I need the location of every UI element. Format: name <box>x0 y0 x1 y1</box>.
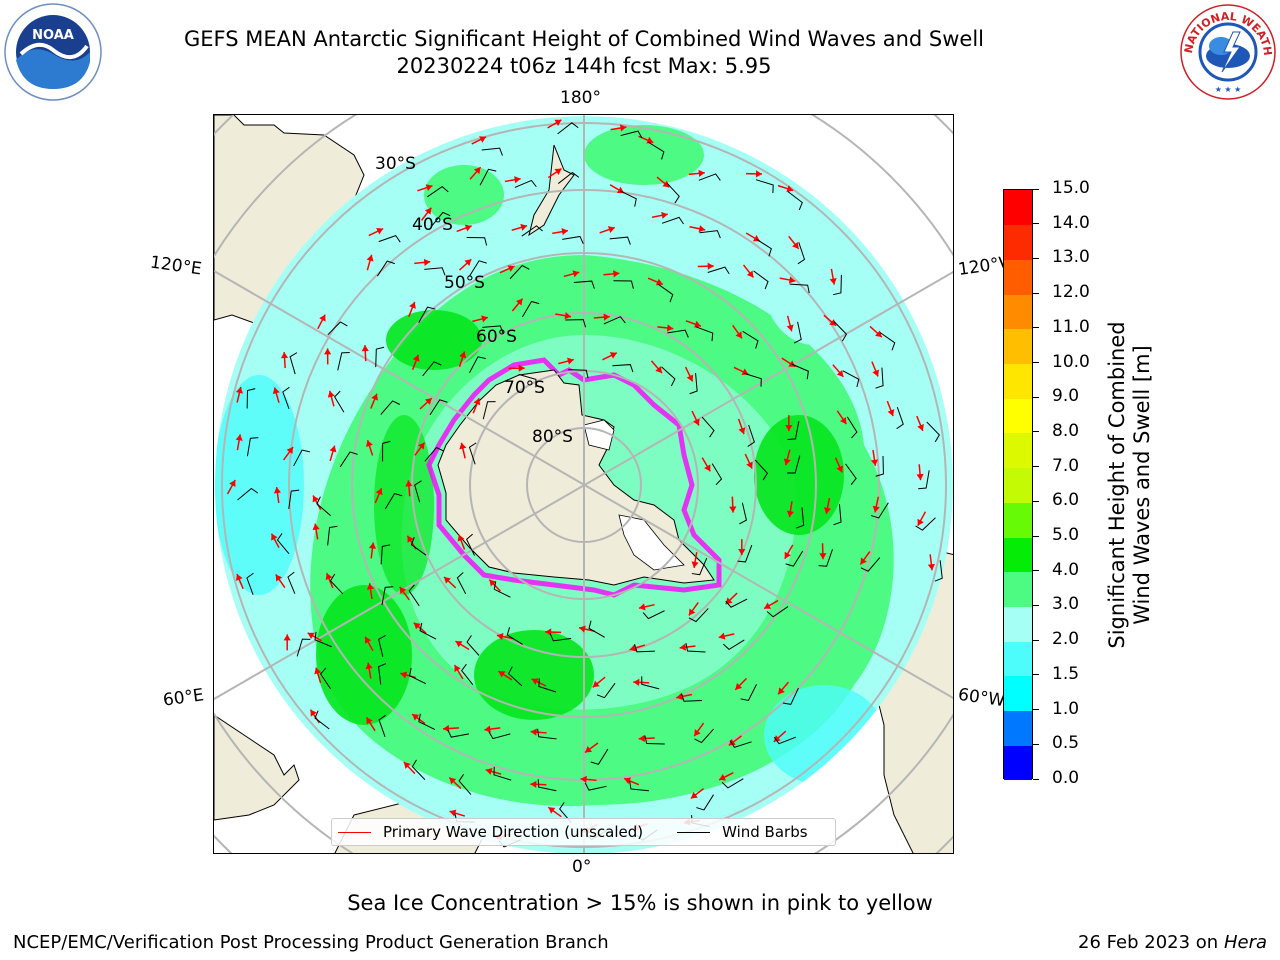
colorbar-tick <box>1033 223 1039 225</box>
lon-label-120e: 120°E <box>148 252 203 280</box>
colorbar-tick-label: 1.5 <box>1052 663 1080 684</box>
colorbar-segment <box>1004 571 1032 607</box>
colorbar-tick-label: 15.0 <box>1052 178 1090 198</box>
colorbar-tick-label: 7.0 <box>1052 455 1080 476</box>
colorbar-tick-label: 12.0 <box>1052 282 1090 303</box>
colorbar-segment <box>1004 675 1032 712</box>
colorbar-tick <box>1033 327 1039 329</box>
colorbar-segment <box>1004 432 1032 469</box>
colorbar-tick <box>1033 535 1039 537</box>
colorbar-segment <box>1004 745 1032 781</box>
lat-label-60s: 60°S <box>476 327 517 347</box>
wind-barbs <box>237 122 943 848</box>
colorbar-segment <box>1004 502 1032 538</box>
sea-ice-note: Sea Ice Concentration > 15% is shown in … <box>347 891 933 915</box>
wave-legend-swatch <box>338 831 371 833</box>
colorbar-tick-label: 1.0 <box>1052 698 1080 719</box>
colorbar-tick-label: 8.0 <box>1052 420 1080 441</box>
svg-text:★ ★ ★: ★ ★ ★ <box>1215 85 1242 94</box>
colorbar-segment <box>1004 710 1032 746</box>
nws-logo: NATIONAL WEATHER SERVICE ★ ★ ★ <box>1178 2 1276 100</box>
colorbar-tick <box>1033 431 1039 433</box>
colorbar-tick <box>1033 639 1039 641</box>
colorbar-segment <box>1004 398 1032 434</box>
lon-label-180: 180° <box>560 88 601 108</box>
colorbar-segment <box>1004 467 1032 503</box>
lat-label-70s: 70°S <box>504 378 545 398</box>
footer-date: 26 Feb 2023 on Hera <box>1078 932 1267 953</box>
colorbar-tick <box>1033 188 1039 190</box>
colorbar-tick-label: 0.0 <box>1052 768 1080 788</box>
noaa-logo: NOAA <box>4 3 102 101</box>
colorbar-tick-label: 13.0 <box>1052 247 1090 268</box>
colorbar-tick <box>1033 500 1039 502</box>
colorbar-tick <box>1033 709 1039 711</box>
colorbar-segment <box>1004 641 1032 677</box>
colorbar-segment <box>1004 259 1032 295</box>
polar-map: 30°S 40°S 50°S 60°S 70°S 80°S <box>213 114 954 854</box>
lon-label-60w: 60°W <box>956 684 1007 712</box>
colorbar <box>1003 189 1033 781</box>
colorbar-tick-label: 5.0 <box>1052 525 1080 546</box>
colorbar-segment <box>1004 537 1032 573</box>
colorbar-tick-label: 10.0 <box>1052 351 1090 372</box>
colorbar-segment <box>1004 363 1032 399</box>
colorbar-tick-label: 11.0 <box>1052 316 1090 337</box>
colorbar-tick-label: 9.0 <box>1052 386 1080 407</box>
graticule <box>214 115 953 853</box>
colorbar-tick-label: 0.5 <box>1052 733 1080 754</box>
chart-subtitle: 20230224 t06z 144h fcst Max: 5.95 <box>396 54 772 78</box>
footer-credit: NCEP/EMC/Verification Post Processing Pr… <box>13 932 609 953</box>
colorbar-segment <box>1004 190 1032 226</box>
lon-label-60e: 60°E <box>161 685 206 711</box>
colorbar-segment <box>1004 224 1032 260</box>
colorbar-tick-label: 6.0 <box>1052 490 1080 511</box>
colorbar-tick <box>1033 396 1039 398</box>
lat-label-30s: 30°S <box>375 154 416 174</box>
map-legend: Primary Wave Direction (unscaled) Wind B… <box>331 818 836 846</box>
noaa-logo-text: NOAA <box>32 28 74 43</box>
barb-legend-label: Wind Barbs <box>722 823 808 841</box>
colorbar-tick <box>1033 570 1039 572</box>
colorbar-segment <box>1004 606 1032 642</box>
colorbar-label: Significant Height of Combined Wind Wave… <box>1105 321 1154 649</box>
new-zealand-land <box>528 144 575 237</box>
colorbar-tick <box>1033 604 1039 606</box>
colorbar-segment <box>1004 294 1032 330</box>
wave-legend-label: Primary Wave Direction (unscaled) <box>383 823 644 841</box>
colorbar-tick <box>1033 466 1039 468</box>
colorbar-tick <box>1033 674 1039 676</box>
lon-label-0: 0° <box>572 857 592 877</box>
colorbar-tick <box>1033 743 1039 745</box>
barb-legend-swatch <box>677 831 711 833</box>
colorbar-tick <box>1033 257 1039 259</box>
colorbar-segment <box>1004 328 1032 365</box>
lat-label-80s: 80°S <box>532 427 573 447</box>
colorbar-tick <box>1033 778 1039 780</box>
wave-direction-arrows <box>226 119 935 841</box>
polar-map-svg: 30°S 40°S 50°S 60°S 70°S 80°S <box>214 115 953 853</box>
colorbar-tick <box>1033 362 1039 364</box>
colorbar-tick-label: 2.0 <box>1052 629 1080 650</box>
colorbar-tick-label: 3.0 <box>1052 594 1080 615</box>
colorbar-tick <box>1033 292 1039 294</box>
colorbar-tick-label: 14.0 <box>1052 212 1090 233</box>
chart-title: GEFS MEAN Antarctic Significant Height o… <box>183 27 985 51</box>
lat-label-50s: 50°S <box>444 273 485 293</box>
colorbar-tick-label: 4.0 <box>1052 559 1080 580</box>
